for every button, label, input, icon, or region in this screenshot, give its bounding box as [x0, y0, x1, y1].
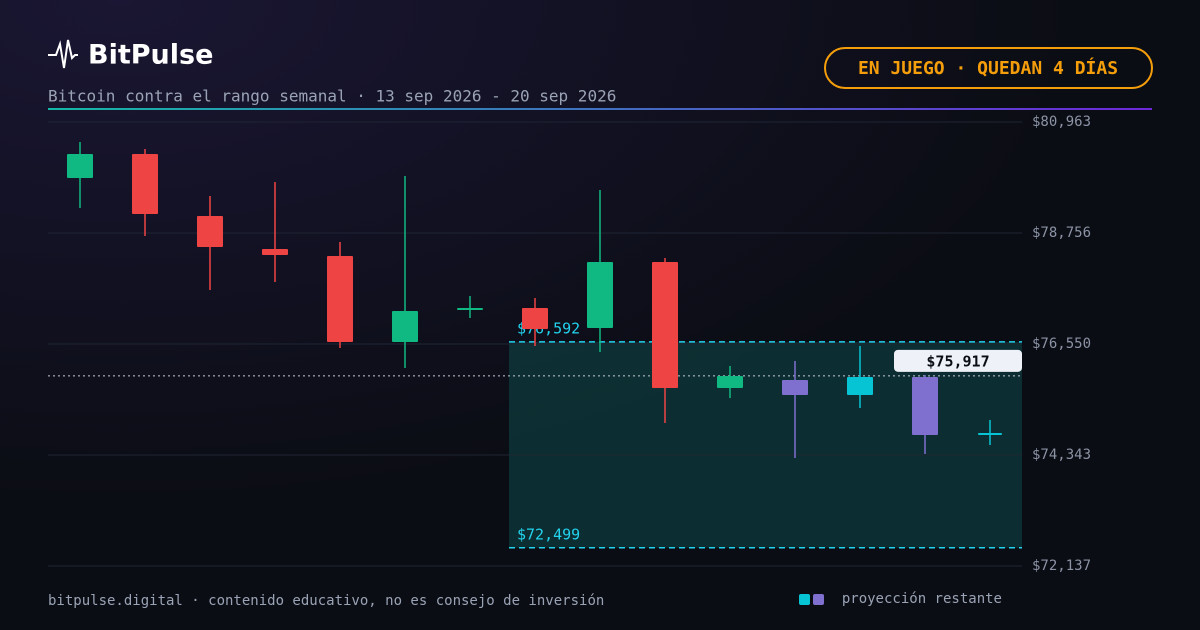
candle-body: [197, 216, 223, 248]
legend-label: proyección restante: [842, 591, 1002, 607]
rule: [48, 108, 1152, 110]
legend-swatch: [813, 594, 824, 605]
plot: $76,592$72,499$80,963$78,756$76,550$74,3…: [48, 114, 1091, 605]
badge: EN JUEGO · QUEDAN 4 DÍAS: [858, 57, 1118, 79]
badge-frame: [824, 47, 1153, 89]
y-tick-label: $78,756: [1032, 225, 1091, 241]
candle-body: [262, 249, 288, 256]
candle-body: [67, 153, 93, 178]
candle-body: [587, 262, 613, 329]
y-tick-label: $74,343: [1032, 447, 1091, 463]
footer: bitpulse.digital · contenido educativo, …: [48, 593, 604, 609]
logo-icon: [48, 39, 78, 69]
current-price-label: $75,917: [926, 352, 989, 370]
y-tick-label: $72,137: [1032, 558, 1091, 574]
candle-body: [652, 262, 678, 389]
y-tick-label: $76,550: [1032, 336, 1091, 352]
subtitle: Bitcoin contra el rango semanal · 13 sep…: [48, 87, 616, 106]
range-label: $72,499: [517, 525, 580, 543]
legend-swatch: [799, 594, 810, 605]
candle-body: [782, 380, 808, 396]
candle-body: [132, 153, 158, 215]
candle-body: [392, 310, 418, 342]
candle-body: [912, 377, 938, 436]
candle-body: [522, 307, 548, 330]
candle-body: [847, 377, 873, 396]
candle-body: [327, 256, 353, 342]
current-price-tag: [894, 349, 1022, 372]
candle-body: [457, 307, 483, 310]
candle-body: [717, 375, 743, 389]
candle-body: [978, 432, 1002, 435]
y-tick-label: $80,963: [1032, 114, 1091, 130]
range-band: [509, 341, 1022, 548]
brand: BitPulse: [88, 40, 213, 71]
